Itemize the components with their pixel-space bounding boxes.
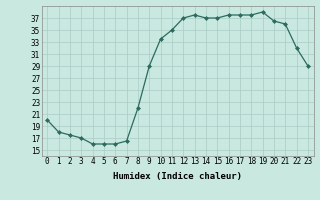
X-axis label: Humidex (Indice chaleur): Humidex (Indice chaleur) [113,172,242,181]
